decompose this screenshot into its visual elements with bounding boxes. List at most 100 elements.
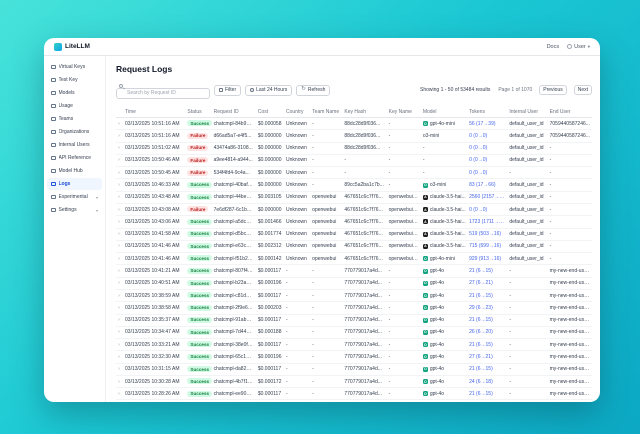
sidebar-item-label: Teams — [58, 116, 74, 122]
sidebar-item-settings[interactable]: Settings ▾ — [47, 204, 102, 216]
expand-row-chevron-icon[interactable]: › — [116, 399, 124, 402]
table-row[interactable]: › 03/13/2025 10:50:45 AM Failure 534f4fd4-9… — [116, 166, 592, 180]
search-input[interactable] — [116, 87, 210, 99]
model-name: gpt-4o — [429, 378, 445, 385]
sidebar-item-test-key[interactable]: Test Key — [47, 74, 102, 86]
table-row[interactable]: › 03/13/2025 10:35:37 AM Success chatcmpl-9… — [116, 314, 592, 327]
table-row[interactable]: › 03/13/2025 10:38:59 AM Success chatcmpl-c… — [116, 289, 592, 303]
logs-table-container[interactable]: Time Status Request ID Cost Country Team Name… — [116, 106, 592, 402]
openai-logo-icon: O — [422, 182, 428, 188]
table-row[interactable]: › 03/13/2025 10:33:21 AM Success chatcmpl-3… — [116, 338, 592, 352]
sidebar-item-model-hub[interactable]: Model Hub — [47, 165, 102, 177]
table-row[interactable]: › 03/13/2025 10:43:06 AM Success chatcmpl-a… — [116, 215, 592, 229]
table-row[interactable]: › 03/13/2025 10:41:46 AM Success chatcmpl-f… — [116, 252, 592, 266]
expand-row-chevron-icon[interactable]: › — [116, 289, 124, 303]
sidebar-item-logs[interactable]: Logs — [47, 178, 102, 190]
status-badge: Failure — [187, 206, 209, 213]
table-row[interactable]: ›03/13/2025 10:26:51 AMSuccesschatcmpl-1… — [116, 399, 592, 402]
expand-row-chevron-icon[interactable]: › — [116, 264, 124, 278]
refresh-button[interactable]: ↻ Refresh — [296, 84, 331, 96]
table-row[interactable]: › 03/13/2025 10:38:58 AM Success chatcmpl-2… — [116, 301, 592, 315]
cell-key-hash: 467651c6c7f76... — [342, 203, 387, 217]
table-row[interactable]: › 03/13/2025 10:43:08 AM Failure 7e6df287-6… — [116, 203, 592, 217]
table-row[interactable]: › 03/13/2025 10:32:30 AM Success chatcmpl-6… — [116, 350, 592, 364]
table-row[interactable]: › 03/13/2025 10:50:46 AM Failure a9ee4814-a… — [116, 154, 592, 168]
expand-row-chevron-icon[interactable]: › — [116, 326, 124, 340]
table-row[interactable]: › 03/13/2025 10:51:16 AM Success chatcmpl-8… — [116, 117, 592, 131]
sidebar-item-api-reference[interactable]: API Reference — [47, 152, 102, 164]
openai-logo-icon: O — [422, 280, 428, 286]
expand-row-chevron-icon[interactable]: › — [116, 191, 124, 204]
sidebar-item-virtual-keys[interactable]: Virtual Keys — [47, 61, 102, 73]
sidebar-item-organizations[interactable]: Organizations — [47, 126, 102, 138]
table-row[interactable]: › 03/13/2025 10:46:33 AM Success chatcmpl-4… — [116, 178, 592, 192]
table-row[interactable]: › 03/13/2025 10:41:58 AM Success chatcmpl-d… — [116, 228, 592, 241]
expand-row-chevron-icon[interactable]: › — [116, 314, 124, 327]
sidebar-item-internal-users[interactable]: Internal Users — [47, 139, 102, 151]
cell-tokens: 21 (6→15) — [467, 289, 508, 303]
cell-request-id: chatcmpl-65c1b9... — [211, 350, 256, 364]
expand-row-chevron-icon[interactable]: › — [116, 350, 124, 364]
cell-request-id: chatcmpl-4b7f13... — [211, 375, 256, 389]
table-row[interactable]: › 03/13/2025 10:51:16 AM Failure d66ad5a7-e… — [116, 129, 592, 143]
expand-row-chevron-icon[interactable]: › — [116, 363, 124, 376]
expand-row-chevron-icon[interactable]: › — [116, 301, 124, 315]
table-row[interactable]: › 03/13/2025 10:41:46 AM Success chatcmpl-e… — [116, 240, 592, 254]
cell-key-name: - — [386, 289, 421, 303]
table-row[interactable]: › 03/13/2025 10:31:15 AM Success chatcmpl-d… — [116, 363, 592, 376]
expand-row-chevron-icon[interactable]: › — [116, 129, 124, 143]
table-row[interactable]: › 03/13/2025 10:30:28 AM Success chatcmpl-4… — [116, 375, 592, 389]
table-row[interactable]: › 03/13/2025 10:43:48 AM Success chatcmpl-4… — [116, 191, 592, 204]
cell-cost: $0.000188 — [255, 326, 285, 340]
expand-row-chevron-icon[interactable]: › — [116, 387, 124, 401]
expand-row-chevron-icon[interactable]: › — [116, 215, 124, 229]
time-range-button[interactable]: Last 24 Hours — [245, 84, 293, 96]
cell-status: Success — [185, 399, 212, 402]
app-window: LiteLLM Docs User ▾ Virtual Keys Test Key… — [44, 38, 600, 402]
cell-time: 03/13/2025 10:30:28 AM — [123, 375, 186, 389]
brand[interactable]: LiteLLM — [54, 42, 90, 51]
cell-key-name: - — [386, 301, 421, 315]
sidebar-item-label: Usage — [58, 103, 73, 109]
main-content: Request Logs Filter Last 24 Hours ↻ Refr… — [106, 56, 600, 402]
expand-row-chevron-icon[interactable]: › — [116, 117, 124, 131]
table-row[interactable]: › 03/13/2025 10:40:51 AM Success chatcmpl-b… — [116, 277, 592, 290]
expand-row-chevron-icon[interactable]: › — [116, 154, 124, 168]
cell-request-id: chatcmpl-38e0fa... — [211, 338, 256, 352]
expand-row-chevron-icon[interactable]: › — [116, 203, 124, 217]
expand-row-chevron-icon[interactable]: › — [116, 178, 124, 192]
expand-row-chevron-icon[interactable]: › — [116, 252, 124, 266]
sidebar-item-usage[interactable]: Usage — [47, 100, 102, 112]
sidebar-item-models[interactable]: Models — [47, 87, 102, 99]
expand-row-chevron-icon[interactable]: › — [116, 166, 124, 180]
column-header: Team Name — [310, 106, 343, 118]
litellm-logo-icon — [54, 42, 62, 51]
table-row[interactable]: › 03/13/2025 10:51:02 AM Failure 43474a86-3… — [116, 142, 592, 155]
next-page-button[interactable]: Next — [573, 85, 592, 95]
sidebar-item-teams[interactable]: Teams — [47, 113, 102, 125]
previous-page-button[interactable]: Previous — [539, 85, 567, 95]
filter-button[interactable]: Filter — [214, 84, 242, 96]
expand-row-chevron-icon[interactable]: › — [116, 277, 124, 290]
expand-row-chevron-icon[interactable]: › — [116, 240, 124, 254]
cell-team: - — [310, 338, 343, 352]
cell-tokens: 21 (6→15) — [467, 264, 508, 278]
expand-row-chevron-icon[interactable]: › — [116, 228, 124, 241]
table-row[interactable]: › 03/13/2025 10:34:47 AM Success chatcmpl-7… — [116, 326, 592, 340]
expand-row-chevron-icon[interactable]: › — [116, 375, 124, 389]
cell-team: openwebui — [310, 215, 343, 229]
status-badge: Success — [187, 280, 212, 287]
user-menu[interactable]: User ▾ — [567, 44, 590, 50]
cell-internal-user: - — [507, 326, 548, 340]
cell-status: Success — [185, 350, 212, 364]
cell-time: 03/13/2025 10:26:51 AM — [123, 399, 186, 402]
table-row[interactable]: › 03/13/2025 10:41:21 AM Success chatcmpl-8… — [116, 264, 592, 278]
docs-link[interactable]: Docs — [546, 43, 560, 50]
cell-key-hash: 770779017a4d... — [342, 314, 387, 327]
sidebar-item-experimental[interactable]: Experimental ▾ — [47, 191, 102, 203]
expand-row-chevron-icon[interactable]: › — [116, 142, 124, 155]
table-row[interactable]: › 03/13/2025 10:28:26 AM Success chatcmpl-e… — [116, 387, 592, 401]
expand-row-chevron-icon[interactable]: › — [116, 338, 124, 352]
